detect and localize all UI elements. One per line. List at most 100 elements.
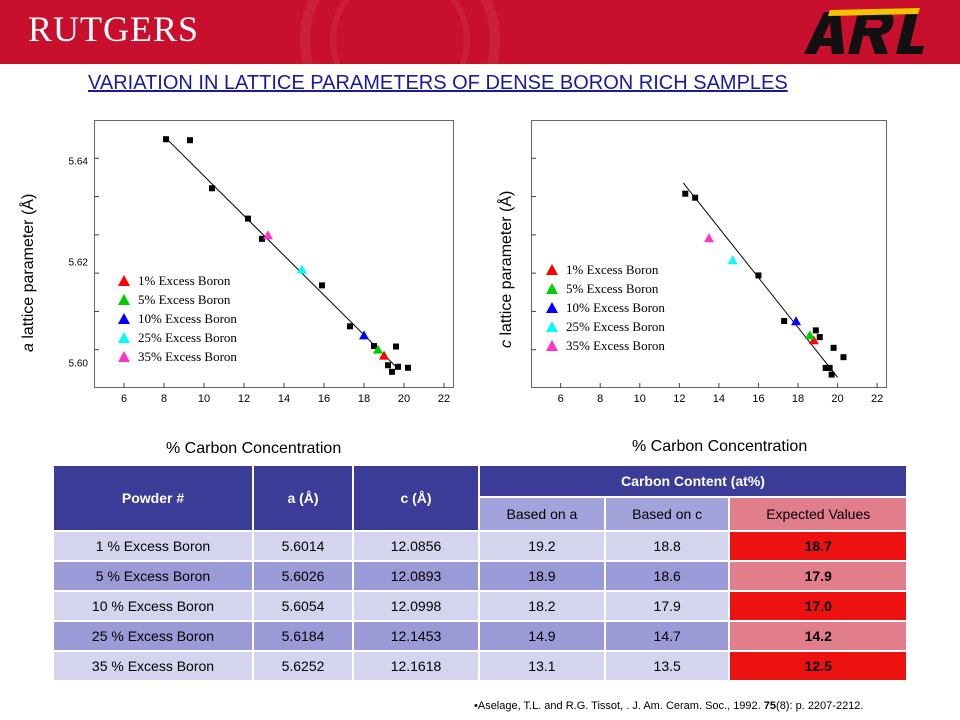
chart-a-ylabel: a lattice parameter (Å)	[20, 194, 38, 352]
chart-c-legend-item: 10% Excess Boron	[546, 298, 665, 317]
chart-c-x-tick-label: 16	[752, 393, 764, 405]
chart-c-plot-frame	[531, 120, 887, 388]
table-row: 5 % Excess Boron 5.6026 12.0893 18.9 18.…	[52, 560, 908, 592]
citation-text: •Aselage, T.L. and R.G. Tissot, . J. Am.…	[474, 700, 764, 712]
chart-c-sample-point	[808, 335, 819, 345]
chart-c-sample-point	[804, 330, 815, 340]
chart-a-x-tick-label: 14	[278, 393, 290, 405]
chart-a-data-point	[319, 282, 325, 289]
chart-a-sample-point	[263, 230, 273, 240]
cell-a: 5.6184	[252, 620, 354, 652]
chart-a-data-point	[393, 343, 399, 350]
cell-expected: 18.7	[728, 530, 908, 562]
chart-c-data-point	[830, 344, 837, 351]
chart-c-data-point	[822, 364, 829, 371]
chart-c-lattice: 6 8 10 12 14 16 18 20 22	[531, 120, 889, 420]
chart-a-data-point	[259, 235, 265, 242]
chart-c-ylabel-rest: lattice parameter (Å)	[498, 190, 515, 340]
triangle-marker-icon	[546, 283, 558, 294]
chart-a-data-point	[187, 137, 193, 144]
chart-a-svg: 6 8 10 12 14 16 18 20 22 5.60 5.62 5.64	[69, 120, 454, 405]
triangle-marker-icon	[118, 313, 130, 324]
chart-c-data-point	[781, 318, 788, 324]
slide-title: VARIATION IN LATTICE PARAMETERS OF DENSE…	[88, 72, 788, 94]
chart-c-xlabel: % Carbon Concentration	[632, 438, 808, 455]
cell-based-on-c: 13.5	[603, 650, 731, 682]
chart-a-legend-item: 5% Excess Boron	[118, 290, 237, 309]
cell-based-on-a: 18.2	[478, 590, 606, 622]
chart-a-data-point	[371, 343, 377, 350]
header-carbon-content: Carbon Content (at%)	[478, 464, 908, 498]
chart-c-x-tick-label: 10	[634, 393, 646, 405]
chart-c-data-point	[816, 334, 823, 341]
chart-a-sample-point	[297, 264, 307, 274]
chart-c-legend-label: 1% Excess Boron	[566, 261, 659, 277]
chart-c-sample-point	[704, 233, 714, 243]
chart-a-sample-point	[359, 330, 369, 340]
chart-a-legend: 1% Excess Boron 5% Excess Boron 10% Excess…	[118, 271, 237, 366]
chart-a-y-tick-label: 5.60	[69, 359, 89, 370]
cell-based-on-c: 18.6	[603, 560, 731, 592]
cell-expected: 14.2	[728, 620, 908, 652]
chart-a-legend-label: 1% Excess Boron	[138, 272, 231, 288]
cell-a: 5.6252	[252, 650, 354, 682]
chart-a-sample-point	[373, 344, 383, 354]
chart-c-ylabel-var: c	[498, 340, 515, 348]
chart-c-fit-line	[682, 182, 838, 378]
citation-volume: 75	[763, 700, 777, 712]
chart-a-y-tick-label: 5.64	[69, 156, 89, 167]
cell-c: 12.0998	[352, 590, 480, 622]
cell-c: 12.1618	[352, 650, 480, 682]
chart-a-y-tick-label: 5.62	[69, 258, 89, 269]
chart-c-x-tick-label: 14	[713, 393, 725, 405]
header-based-on-a: Based on a	[478, 496, 606, 532]
header-banner: RUTGERS	[0, 0, 960, 64]
chart-c-legend-label: 10% Excess Boron	[566, 299, 665, 315]
table-row: 25 % Excess Boron 5.6184 12.1453 14.9 14…	[52, 620, 908, 652]
chart-c-x-tick-label: 6	[558, 393, 564, 405]
chart-a-legend-item: 35% Excess Boron	[118, 347, 237, 366]
chart-c-data-point	[812, 327, 819, 334]
chart-a-x-tick-label: 20	[398, 393, 410, 405]
cell-powder: 5 % Excess Boron	[52, 560, 254, 592]
chart-a-data-point	[395, 363, 401, 370]
rutgers-logo: RUTGERS	[28, 9, 200, 49]
cell-based-on-a: 18.9	[478, 560, 606, 592]
chart-a-x-tick-label: 8	[161, 393, 167, 405]
cell-a: 5.6014	[252, 530, 354, 562]
triangle-marker-icon	[118, 294, 130, 305]
chart-a-data-point	[389, 368, 395, 375]
chart-c-x-tick-label: 12	[673, 393, 685, 405]
chart-a-ylabel-rest: lattice parameter (Å)	[20, 193, 37, 344]
chart-a-legend-label: 5% Excess Boron	[138, 291, 231, 307]
citation: •Aselage, T.L. and R.G. Tissot, . J. Am.…	[474, 700, 863, 712]
header-c: c (Å)	[352, 464, 480, 532]
chart-c-sample-point	[791, 316, 802, 326]
cell-powder: 25 % Excess Boron	[52, 620, 254, 652]
cell-powder: 1 % Excess Boron	[52, 530, 254, 562]
chart-c-x-tick-label: 8	[597, 393, 603, 405]
triangle-marker-icon	[546, 340, 558, 351]
cell-c: 12.0893	[352, 560, 480, 592]
cell-based-on-a: 14.9	[478, 620, 606, 652]
header-powder: Powder #	[52, 464, 254, 532]
chart-c-data-point	[840, 354, 847, 361]
chart-a-legend-item: 10% Excess Boron	[118, 309, 237, 328]
chart-c-x-tick-label: 22	[871, 393, 883, 405]
table-row: 1 % Excess Boron 5.6014 12.0856 19.2 18.…	[52, 530, 908, 562]
chart-a-data-point	[163, 136, 169, 143]
chart-c-x-tick-label: 20	[831, 393, 843, 405]
chart-a-fit-line	[163, 135, 397, 368]
chart-c-data-point	[826, 364, 833, 371]
triangle-marker-icon	[118, 332, 130, 343]
chart-a-sample-point	[379, 350, 389, 360]
header-based-on-c: Based on c	[603, 496, 731, 532]
chart-a-legend-item: 25% Excess Boron	[118, 328, 237, 347]
chart-c-x-tick-label: 18	[792, 393, 804, 405]
arl-logo	[800, 6, 925, 60]
chart-c-ylabel: c lattice parameter (Å)	[498, 191, 516, 348]
chart-c-legend-item: 5% Excess Boron	[546, 279, 665, 298]
cell-based-on-a: 19.2	[478, 530, 606, 562]
chart-a-data-point	[405, 364, 411, 371]
chart-a-data-point	[209, 185, 215, 192]
